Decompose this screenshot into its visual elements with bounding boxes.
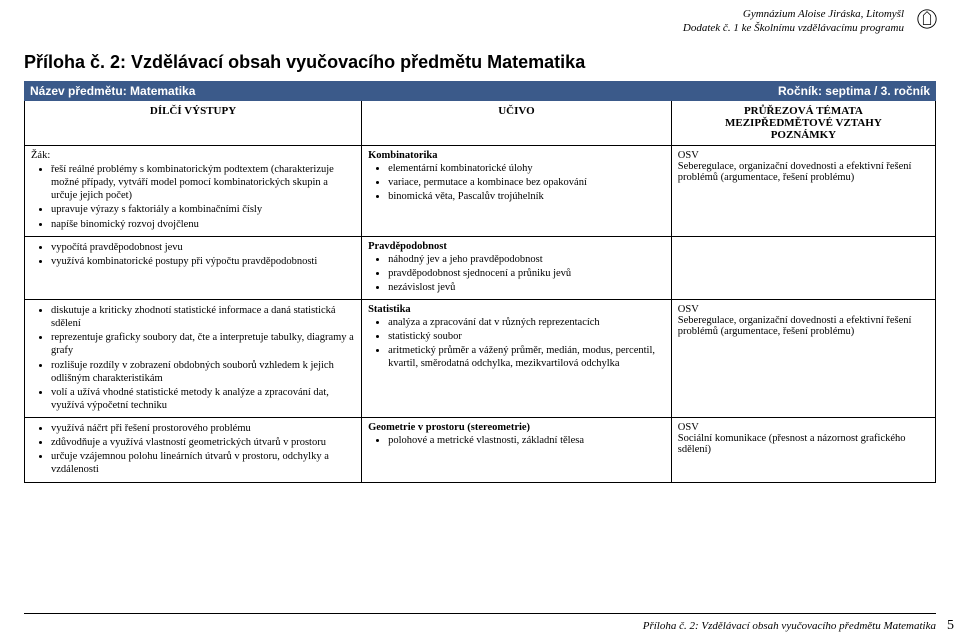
list-item: vypočítá pravděpodobnost jevu [51, 241, 355, 254]
topic-title: Geometrie v prostoru (stereometrie) [368, 422, 665, 433]
header-line2: Dodatek č. 1 ke Školnímu vzdělávacímu pr… [683, 22, 904, 36]
notes-cell: OSVSociální komunikace (přesnost a názor… [671, 418, 935, 483]
notes-text: Seberegulace, organizační dovednosti a e… [678, 315, 929, 337]
list-item: statistický soubor [388, 330, 665, 343]
outputs-cell: Žák: řeší reálné problémy s kombinatorick… [25, 146, 362, 237]
list-item: elementární kombinatorické úlohy [388, 162, 665, 175]
list-item: využívá náčrt při řešení prostorového pr… [51, 422, 355, 435]
list-item: polohové a metrické vlastnosti, základní… [388, 434, 665, 447]
content-cell: Pravděpodobnostnáhodný jev a jeho pravdě… [362, 236, 672, 299]
notes-label: OSV [678, 422, 929, 433]
list-item: rozlišuje rozdíly v zobrazení obdobných … [51, 359, 355, 385]
notes-cell [671, 236, 935, 299]
list-item: aritmetický průměr a vážený průměr, medi… [388, 344, 665, 370]
list-item: pravděpodobnost sjednocení a průniku jev… [388, 267, 665, 280]
list-item: zdůvodňuje a využívá vlastností geometri… [51, 436, 355, 449]
list-item: reprezentuje graficky soubory dat, čte a… [51, 331, 355, 357]
outputs-cell: využívá náčrt při řešení prostorového pr… [25, 418, 362, 483]
grade-label: Ročník: septima / 3. ročník [778, 84, 930, 98]
list-item: náhodný jev a jeho pravděpodobnost [388, 253, 665, 266]
col-header-notes: PRŮŘEZOVÁ TÉMATAMEZIPŘEDMĚTOVÉ VZTAHYPOZ… [671, 101, 935, 146]
notes-text: Seberegulace, organizační dovednosti a e… [678, 161, 929, 183]
content-cell: Kombinatorikaelementární kombinatorické … [362, 146, 672, 237]
footer-rule [24, 613, 936, 614]
content-cell: Statistikaanalýza a zpracování dat v růz… [362, 300, 672, 418]
list-item: napíše binomický rozvoj dvojčlenu [51, 218, 355, 231]
list-item: volí a užívá vhodné statistické metody k… [51, 386, 355, 412]
topic-title: Pravděpodobnost [368, 241, 665, 252]
list-item: určuje vzájemnou polohu lineárních útvar… [51, 450, 355, 476]
notes-cell: OSVSeberegulace, organizační dovednosti … [671, 300, 935, 418]
topic-title: Kombinatorika [368, 150, 665, 161]
table-row: využívá náčrt při řešení prostorového pr… [25, 418, 936, 483]
list-item: řeší reálné problémy s kombinatorickým p… [51, 163, 355, 202]
school-logo-icon [916, 6, 938, 32]
header-line1: Gymnázium Aloise Jiráska, Litomyšl [683, 8, 904, 22]
table-row: Žák: řeší reálné problémy s kombinatorick… [25, 146, 936, 237]
page-title: Příloha č. 2: Vzdělávací obsah vyučovací… [24, 52, 936, 73]
notes-label: OSV [678, 304, 929, 315]
list-item: diskutuje a kriticky zhodnotí statistick… [51, 304, 355, 330]
page-header: Gymnázium Aloise Jiráska, Litomyšl Dodat… [683, 8, 932, 36]
notes-cell: OSVSeberegulace, organizační dovednosti … [671, 146, 935, 237]
curriculum-table: DÍLČÍ VÝSTUPY UČIVO PRŮŘEZOVÁ TÉMATAMEZI… [24, 101, 936, 483]
outputs-cell: vypočítá pravděpodobnost jevuvyužívá kom… [25, 236, 362, 299]
list-item: nezávislost jevů [388, 281, 665, 294]
table-row: vypočítá pravděpodobnost jevuvyužívá kom… [25, 236, 936, 299]
list-item: variace, permutace a kombinace bez opako… [388, 176, 665, 189]
subject-band: Název předmětu: Matematika Ročník: septi… [24, 81, 936, 101]
list-item: analýza a zpracování dat v různých repre… [388, 316, 665, 329]
outputs-cell: diskutuje a kriticky zhodnotí statistick… [25, 300, 362, 418]
list-item: binomická věta, Pascalův trojúhelník [388, 190, 665, 203]
footer-text: Příloha č. 2: Vzdělávací obsah vyučovací… [643, 620, 936, 632]
notes-label: OSV [678, 150, 929, 161]
zak-label: Žák: [31, 150, 355, 161]
col-header-outputs: DÍLČÍ VÝSTUPY [25, 101, 362, 146]
list-item: využívá kombinatorické postupy při výpoč… [51, 255, 355, 268]
table-row: diskutuje a kriticky zhodnotí statistick… [25, 300, 936, 418]
col-header-content: UČIVO [362, 101, 672, 146]
list-item: upravuje výrazy s faktoriály a kombinačn… [51, 203, 355, 216]
content-cell: Geometrie v prostoru (stereometrie)poloh… [362, 418, 672, 483]
subject-name: Název předmětu: Matematika [30, 84, 778, 98]
page-number: 5 [947, 618, 954, 634]
topic-title: Statistika [368, 304, 665, 315]
notes-text: Sociální komunikace (přesnost a názornos… [678, 433, 929, 455]
